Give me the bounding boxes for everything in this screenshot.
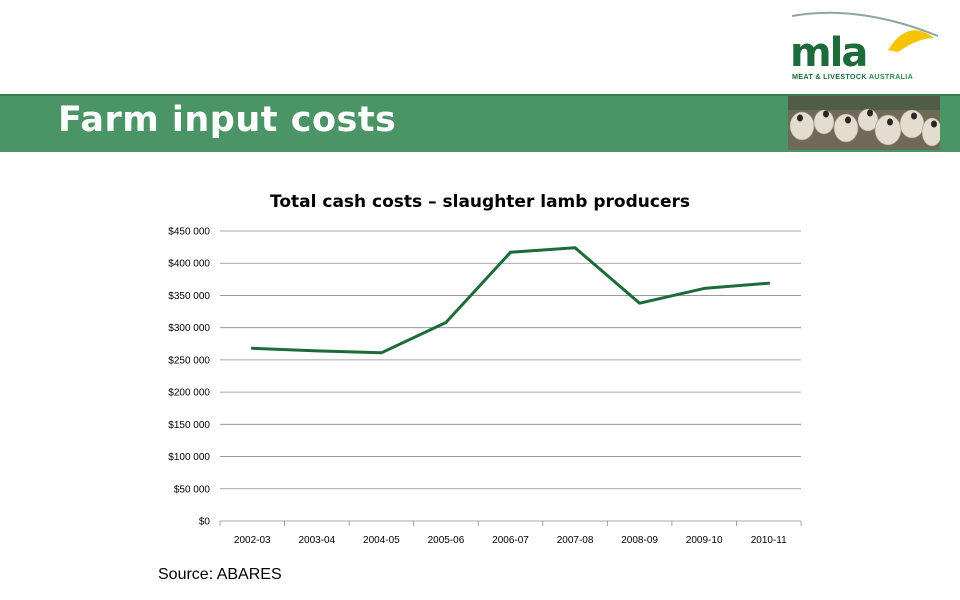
y-tick-label: $150 000 bbox=[168, 420, 210, 431]
y-tick-label: $100 000 bbox=[168, 452, 210, 463]
logo-wordmark: mla bbox=[790, 30, 866, 76]
y-tick-label: $200 000 bbox=[168, 388, 210, 399]
y-tick-label: $0 bbox=[199, 517, 211, 528]
line-chart: Total cash costs – slaughter lamb produc… bbox=[168, 192, 802, 546]
logo-tagline-accent: AUSTRALIA bbox=[868, 72, 914, 81]
x-tick-label: 2009-10 bbox=[686, 535, 723, 546]
logo-sun-icon bbox=[888, 30, 934, 52]
logo-tagline: MEAT & LIVESTOCK AUSTRALIA bbox=[792, 72, 913, 81]
y-tick-label: $50 000 bbox=[174, 484, 211, 495]
slide-title: Farm input costs bbox=[58, 100, 397, 140]
mla-logo: mla bbox=[790, 11, 939, 76]
y-tick-label: $450 000 bbox=[168, 227, 210, 238]
x-tick-label: 2006-07 bbox=[492, 535, 529, 546]
x-tick-label: 2007-08 bbox=[557, 535, 594, 546]
x-tick-label: 2008-09 bbox=[621, 535, 658, 546]
x-tick-label: 2003-04 bbox=[298, 535, 335, 546]
x-tick-label: 2004-05 bbox=[363, 535, 400, 546]
y-tick-label: $350 000 bbox=[168, 291, 210, 302]
source-note: Source: ABARES bbox=[158, 566, 282, 583]
x-tick-label: 2002-03 bbox=[234, 535, 271, 546]
chart-title: Total cash costs – slaughter lamb produc… bbox=[270, 192, 690, 212]
sheep-flock-photo bbox=[788, 96, 940, 150]
logo-tagline-main: MEAT & LIVESTOCK bbox=[792, 72, 867, 81]
y-tick-label: $300 000 bbox=[168, 323, 210, 334]
y-tick-label: $250 000 bbox=[168, 355, 210, 366]
logo-swoosh-arc bbox=[791, 11, 939, 37]
y-tick-label: $400 000 bbox=[168, 259, 210, 270]
x-tick-label: 2010-11 bbox=[751, 535, 787, 546]
x-tick-label: 2005-06 bbox=[428, 535, 465, 546]
